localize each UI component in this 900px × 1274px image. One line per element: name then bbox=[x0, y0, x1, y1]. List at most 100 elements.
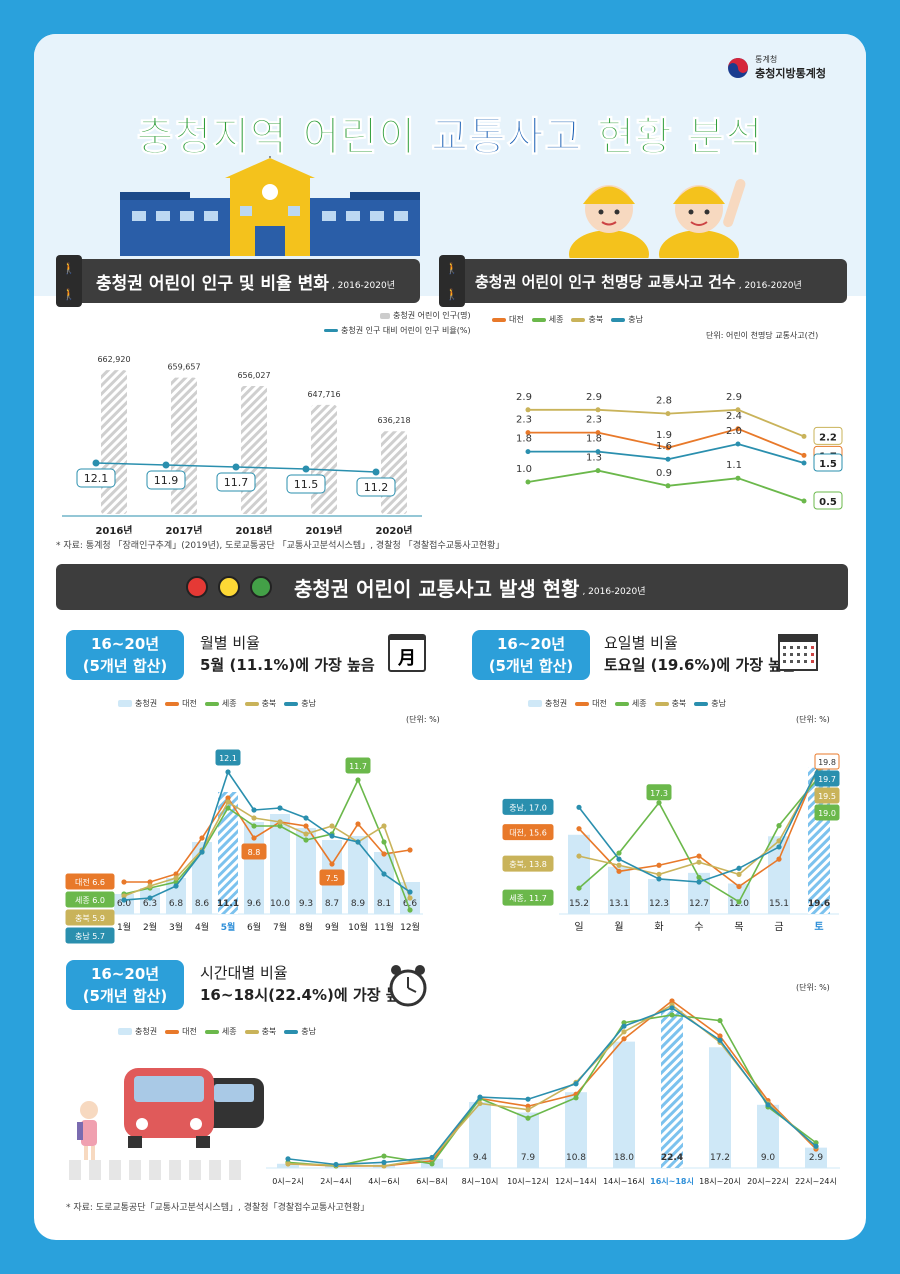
series-point bbox=[147, 883, 153, 889]
population-bar bbox=[171, 377, 197, 514]
series-point bbox=[576, 885, 582, 891]
region-bar bbox=[469, 1102, 491, 1168]
series-line bbox=[287, 1004, 817, 1167]
agency-small-label: 통계청 bbox=[755, 55, 778, 64]
region-bar bbox=[613, 1041, 635, 1168]
series-point bbox=[576, 804, 582, 810]
region-value-label: 6.6 bbox=[403, 899, 418, 909]
series-point bbox=[696, 874, 702, 881]
category-tick-label: 6월 bbox=[247, 921, 261, 933]
region-value-label: 13.1 bbox=[609, 899, 629, 909]
ratio-label-box bbox=[146, 470, 186, 490]
series-point bbox=[251, 823, 257, 829]
label-daejeon-sep: 7.5 bbox=[326, 874, 339, 883]
series-start-label-chungbuk-box bbox=[65, 909, 115, 926]
region-value-label: 17.2 bbox=[710, 1153, 730, 1163]
series-point bbox=[225, 799, 231, 805]
series-point bbox=[595, 407, 601, 413]
value-label: 2.9 bbox=[586, 392, 602, 403]
agency-name: 충청지방통계청 bbox=[755, 67, 826, 80]
end-label-chungbuk-box bbox=[814, 787, 840, 804]
series-point bbox=[303, 815, 309, 821]
population-label: 647,716 bbox=[307, 390, 340, 399]
series-point bbox=[381, 871, 387, 877]
series-point bbox=[199, 835, 205, 841]
category-tick-label: 20시~22시 bbox=[747, 1177, 789, 1186]
ratio-label: 11.5 bbox=[294, 478, 319, 491]
value-label: 2.0 bbox=[726, 426, 742, 437]
series-point bbox=[251, 807, 257, 813]
chart1-legend: 충청권 어린이 인구(명) 충청권 인구 대비 어린이 인구 비율(%) bbox=[324, 310, 471, 336]
series-point bbox=[735, 407, 741, 413]
region-value-label: 12.3 bbox=[649, 899, 669, 909]
region-value-label: 15.2 bbox=[569, 899, 589, 909]
series-point bbox=[669, 1005, 675, 1011]
series-point bbox=[173, 871, 179, 877]
region-bar bbox=[218, 792, 238, 914]
value-label: 1.3 bbox=[586, 453, 602, 464]
section3-header: 충청권 어린이 교통사고 발생 현황 , 2016-2020년 bbox=[56, 564, 848, 610]
series-point bbox=[813, 1143, 819, 1149]
series-point bbox=[121, 897, 127, 903]
year-tick-label: 2018년 bbox=[235, 524, 272, 534]
category-tick-label: 금 bbox=[774, 921, 783, 933]
monthly-badge: 16~20년 (5개년 합산) bbox=[66, 630, 184, 680]
series-point bbox=[277, 805, 283, 811]
series-point bbox=[665, 411, 671, 417]
end-label-daejeon: 19.8 bbox=[818, 758, 836, 767]
series-point bbox=[173, 883, 179, 889]
value-label: 1.9 bbox=[656, 430, 672, 441]
series-point bbox=[329, 833, 335, 839]
region-value-label: 18.0 bbox=[614, 1153, 634, 1163]
weekday-unit: (단위: %) bbox=[796, 715, 830, 724]
category-tick-label: 14시~16시 bbox=[603, 1177, 645, 1186]
series-start-label-daejeon: 대전 6.6 bbox=[75, 877, 105, 887]
year-tick-label: 2019년 bbox=[305, 524, 342, 534]
series-point bbox=[736, 899, 742, 905]
region-value-label: 10.0 bbox=[270, 899, 290, 909]
series-point bbox=[735, 475, 741, 481]
series-start-label-chungbuk: 충북 5.9 bbox=[75, 914, 105, 923]
series-point bbox=[173, 875, 179, 881]
series-point bbox=[525, 449, 531, 455]
region-bar bbox=[296, 828, 316, 914]
series-point bbox=[765, 1102, 771, 1108]
category-tick-label: 0시~2시 bbox=[272, 1177, 304, 1186]
ratio-label: 11.7 bbox=[224, 476, 249, 489]
label-sejong-oct: 11.7 bbox=[349, 762, 367, 771]
series-point bbox=[621, 1029, 627, 1035]
series-point bbox=[735, 426, 741, 432]
category-tick-label: 4월 bbox=[195, 921, 209, 933]
series-point bbox=[736, 865, 742, 871]
series-point bbox=[355, 821, 361, 827]
ratio-label-box bbox=[76, 468, 116, 488]
value-label: 1.8 bbox=[586, 434, 602, 445]
hourly-subtitle-2: 16~18시(22.4%)에 가장 높음 bbox=[200, 986, 414, 1004]
series-line bbox=[287, 999, 817, 1167]
page-title: 충청지역 어린이 교통사고 현황 분석 bbox=[34, 104, 866, 162]
region-bar bbox=[568, 834, 590, 914]
badge-line-1: 16~20년 bbox=[90, 635, 160, 653]
end-label-box bbox=[813, 426, 843, 445]
series-point bbox=[381, 851, 387, 857]
taegeuk-icon bbox=[728, 57, 749, 78]
series-point bbox=[277, 819, 283, 825]
category-tick-label: 목 bbox=[734, 921, 743, 933]
series-point bbox=[776, 823, 782, 829]
series-line bbox=[123, 770, 411, 901]
population-bar bbox=[381, 431, 407, 514]
monthly-subtitle-1: 월별 비율 bbox=[200, 634, 260, 652]
region-bar bbox=[709, 1047, 731, 1168]
legend-ratio: 충청권 인구 대비 어린이 인구 비율(%) bbox=[324, 325, 471, 336]
alarm-clock-icon bbox=[389, 965, 427, 1007]
series-point bbox=[717, 1033, 723, 1039]
region-bar bbox=[565, 1092, 587, 1168]
region-bar bbox=[661, 1010, 683, 1168]
series-point bbox=[656, 800, 662, 806]
series-line bbox=[124, 796, 411, 883]
series-point bbox=[656, 871, 662, 877]
category-tick-label: 2월 bbox=[143, 921, 157, 933]
series-point bbox=[477, 1094, 483, 1100]
region-bar bbox=[166, 878, 186, 914]
